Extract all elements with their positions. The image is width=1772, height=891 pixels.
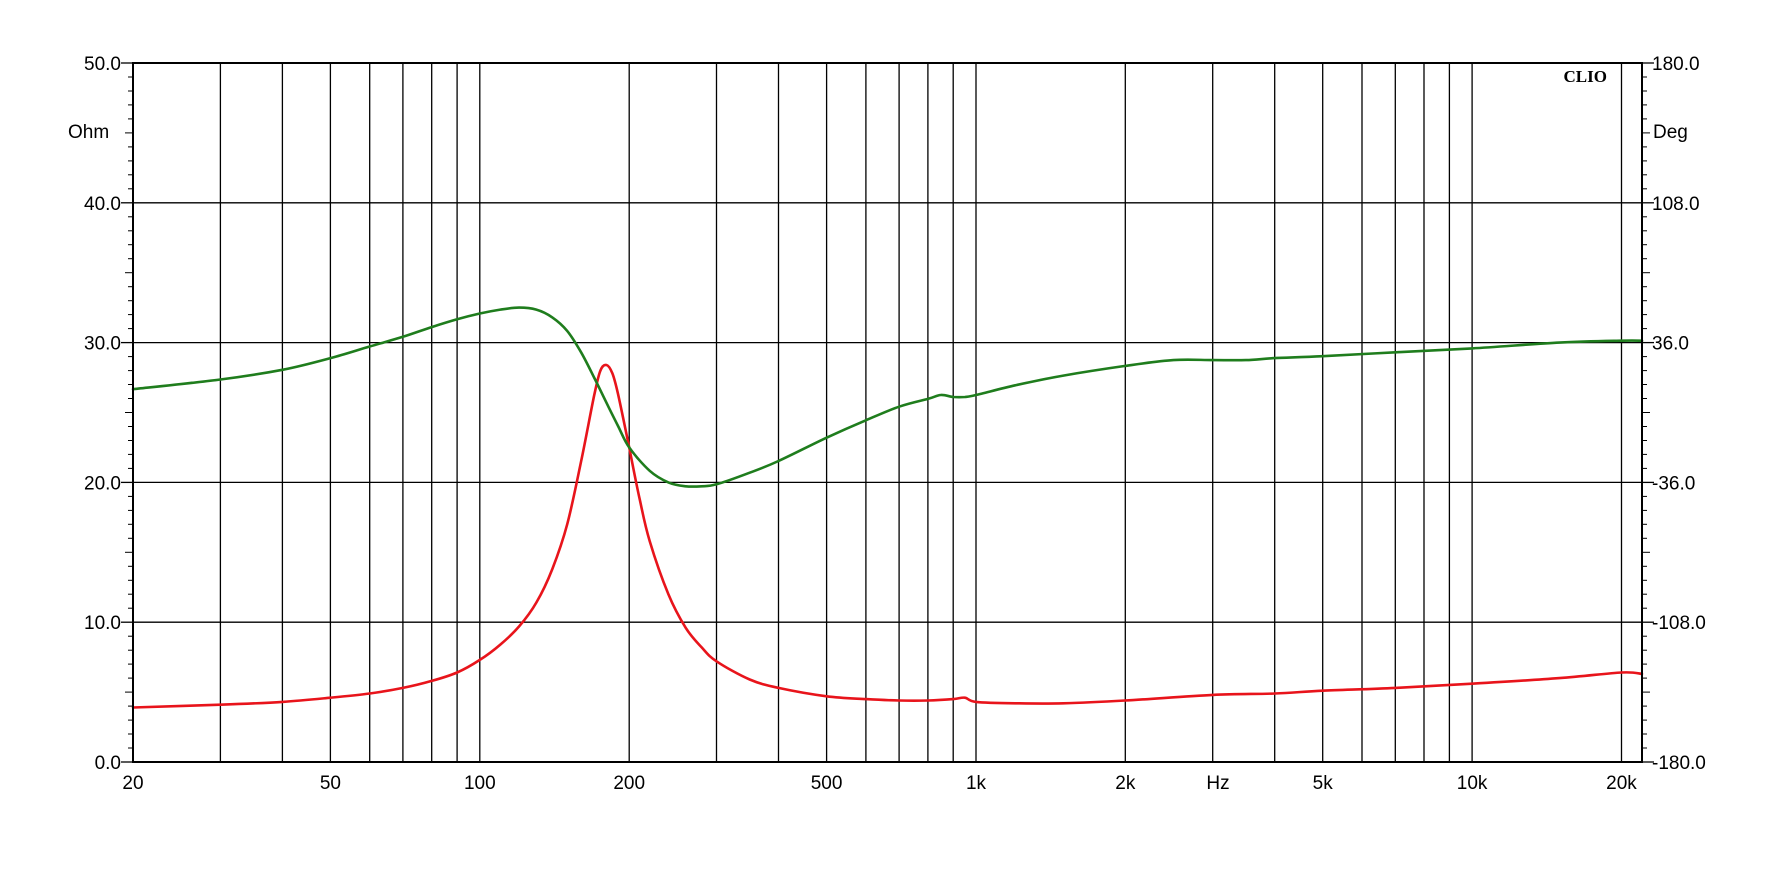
right-tick-label: 36.0 (1652, 334, 1689, 355)
left-tick-label: 0.0 (95, 753, 121, 774)
left-tick-label: 50.0 (84, 54, 121, 75)
left-tick-label: 30.0 (84, 334, 121, 355)
x-tick-label: 5k (1313, 773, 1334, 794)
left-axis-unit: Ohm (68, 122, 109, 143)
phase-curve (131, 306, 1644, 488)
x-tick-label: 50 (320, 773, 341, 794)
x-tick-label: 10k (1457, 773, 1488, 794)
right-axis-unit: Deg (1653, 122, 1688, 143)
left-tick-label: 40.0 (84, 194, 121, 215)
x-tick-label: 20 (122, 773, 143, 794)
plot-frame (121, 62, 1654, 763)
clio-brand-label: CLIO (1564, 67, 1607, 86)
plot-border (132, 62, 1643, 763)
x-tick-label: 2k (1115, 773, 1136, 794)
x-tick-label: 100 (464, 773, 496, 794)
curves (131, 306, 1644, 709)
right-tick-label: -180.0 (1652, 753, 1706, 774)
x-tick-label: 20k (1606, 773, 1637, 794)
right-tick-label: 108.0 (1652, 194, 1700, 215)
impedance-curve (131, 363, 1644, 709)
axis-labels: Ohm Deg Hz CLIO 0.0 10.0 20.0 30.0 40.0 50.0 -… (68, 54, 1706, 794)
x-tick-label: 500 (811, 773, 843, 794)
right-tick-label: -36.0 (1652, 473, 1695, 494)
left-tick-label: 20.0 (84, 473, 121, 494)
left-tick-label: 10.0 (84, 613, 121, 634)
x-tick-label: 200 (613, 773, 645, 794)
x-axis-unit: Hz (1206, 773, 1229, 794)
right-tick-label: -108.0 (1652, 613, 1706, 634)
x-tick-label: 1k (966, 773, 987, 794)
right-tick-label: 180.0 (1652, 54, 1700, 75)
